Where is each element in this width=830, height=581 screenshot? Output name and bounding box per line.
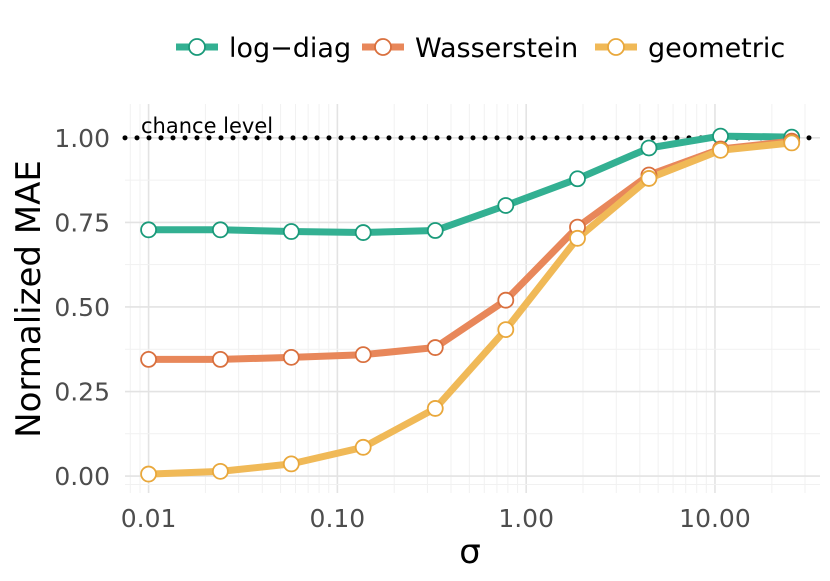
series-group: [140, 127, 801, 483]
y-tick-label: 0.25: [54, 378, 110, 407]
series-2-legend-marker: [607, 38, 625, 56]
series-2-point: [783, 134, 801, 152]
series-1-point: [282, 348, 300, 366]
y-tick-label: 0.50: [54, 293, 110, 322]
series-2-point: [211, 462, 229, 480]
series-0-point: [354, 224, 372, 241]
series-2-point: [640, 170, 658, 187]
x-tick-label: 1.00: [498, 504, 554, 533]
series-2-point: [140, 465, 157, 483]
y-tick-label: 1.00: [54, 124, 110, 153]
legend: log−diag Wasserstein geometric: [176, 33, 785, 64]
series-2-point: [712, 141, 729, 159]
series-2-point: [282, 455, 300, 473]
grid: [125, 104, 820, 493]
series-0-point: [569, 170, 586, 188]
series-1-line: [145, 137, 796, 363]
series-2-line: [145, 139, 796, 478]
series-1-point: [140, 350, 157, 368]
series-0-point: [140, 221, 157, 239]
series-0-line: [145, 132, 796, 236]
series-1-legend-label: Wasserstein: [415, 33, 578, 64]
series-1-point: [497, 291, 515, 309]
series-2-point: [569, 229, 586, 247]
series-2-point: [497, 321, 515, 339]
series-0-legend-marker: [188, 38, 206, 56]
series-0-point: [426, 222, 444, 239]
series-0-point: [497, 197, 515, 214]
series-1-point: [211, 350, 229, 368]
series-2-point: [426, 400, 444, 417]
series-1-point: [426, 339, 444, 356]
y-axis-ticks: 0.00 0.25 0.50 0.75 1.00: [54, 124, 110, 491]
x-axis-ticks: 0.01 0.10 1.00 10.00: [121, 504, 751, 533]
series-0-point: [282, 223, 300, 240]
series-2-point: [354, 438, 372, 456]
y-axis-title: Normalized MAE: [9, 160, 49, 438]
series-2-legend-label: geometric: [648, 33, 785, 64]
chance-level-label: chance level: [141, 114, 273, 138]
series-0-point: [211, 221, 229, 239]
series-1-legend-marker: [374, 38, 392, 56]
y-tick-label: 0.00: [54, 462, 110, 491]
series-1-point: [354, 346, 372, 364]
x-tick-label: 10.00: [679, 504, 751, 533]
y-tick-label: 0.75: [54, 208, 110, 237]
x-tick-label: 0.10: [310, 504, 366, 533]
series-0-point: [640, 139, 658, 157]
x-axis-title: σ: [459, 532, 481, 572]
x-tick-label: 0.01: [121, 504, 177, 533]
series-0-legend-label: log−diag: [229, 33, 351, 64]
